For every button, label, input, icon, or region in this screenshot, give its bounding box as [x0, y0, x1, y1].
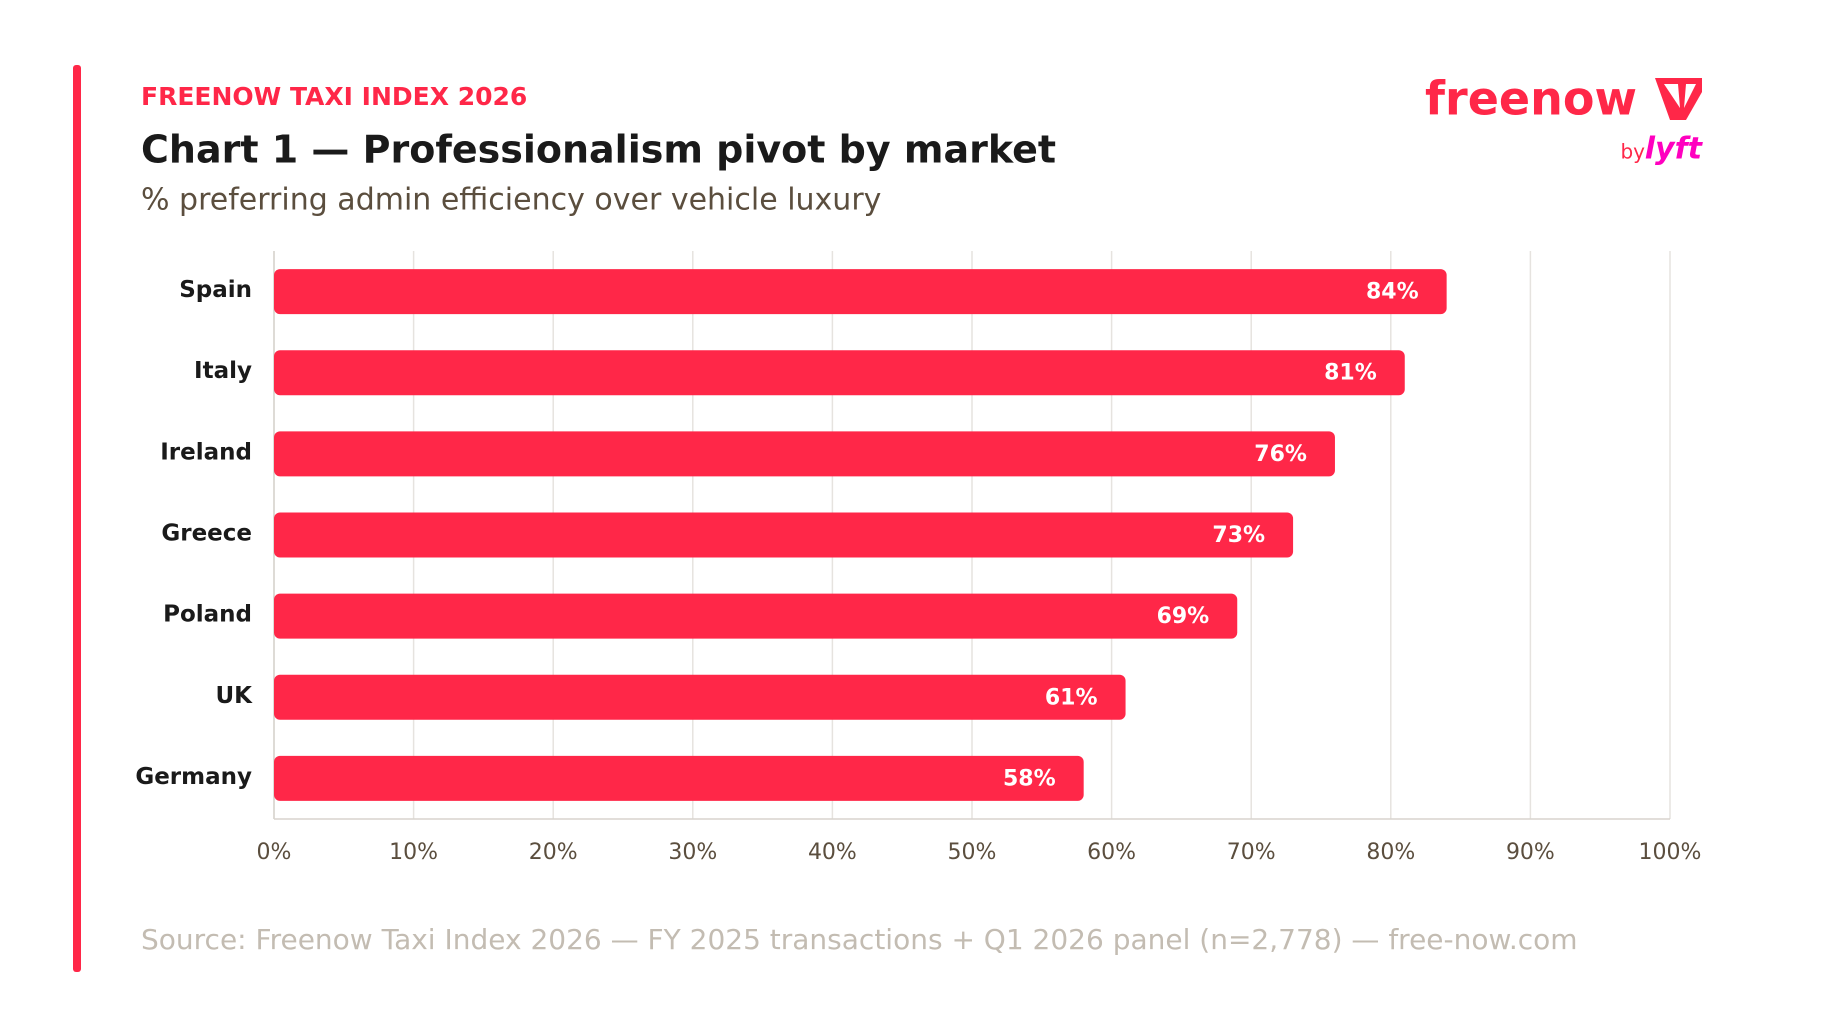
- bar: [274, 350, 1405, 396]
- data-label: 84%: [1366, 280, 1419, 305]
- data-label: 73%: [1212, 523, 1265, 548]
- logo-by: by: [1620, 140, 1645, 164]
- bar: [274, 593, 1238, 639]
- bar: [274, 755, 1084, 801]
- x-tick-label: 50%: [948, 840, 997, 865]
- y-tick-label: Greece: [161, 521, 252, 547]
- y-tick-label: UK: [216, 683, 254, 709]
- x-tick-label: 20%: [529, 840, 578, 865]
- y-tick-label: Spain: [179, 277, 252, 303]
- chart-title: Chart 1 — Professionalism pivot by marke…: [141, 128, 1056, 172]
- x-tick-label: 80%: [1366, 840, 1415, 865]
- y-tick-label: Poland: [163, 602, 252, 628]
- x-tick-label: 100%: [1639, 840, 1702, 865]
- accent-bar: [73, 65, 81, 972]
- data-label: 69%: [1157, 604, 1210, 629]
- x-tick-label: 70%: [1227, 840, 1276, 865]
- data-label: 61%: [1045, 685, 1098, 710]
- chart-subtitle: % preferring admin efficiency over vehic…: [141, 183, 881, 218]
- eyebrow: FREENOW TAXI INDEX 2026: [141, 82, 527, 111]
- data-label: 58%: [1003, 766, 1056, 791]
- y-tick-label: Ireland: [160, 439, 252, 465]
- logo-partner: lyft: [1645, 132, 1704, 167]
- x-tick-label: 30%: [668, 840, 717, 865]
- bar: [274, 674, 1126, 720]
- bar: [274, 269, 1447, 315]
- bar: [274, 512, 1294, 558]
- x-tick-label: 60%: [1087, 840, 1136, 865]
- x-tick-label: 0%: [257, 840, 292, 865]
- data-label: 76%: [1254, 442, 1307, 467]
- x-tick-label: 10%: [389, 840, 438, 865]
- data-label: 81%: [1324, 361, 1377, 386]
- y-tick-label: Germany: [135, 764, 252, 790]
- x-tick-label: 90%: [1506, 840, 1555, 865]
- source-note: Source: Freenow Taxi Index 2026 — FY 202…: [141, 923, 1578, 956]
- logo-icon-cut: [1664, 84, 1696, 108]
- bar: [274, 431, 1335, 477]
- x-tick-label: 40%: [808, 840, 857, 865]
- logo-brand: freenow: [1425, 72, 1637, 126]
- y-tick-label: Italy: [194, 358, 252, 384]
